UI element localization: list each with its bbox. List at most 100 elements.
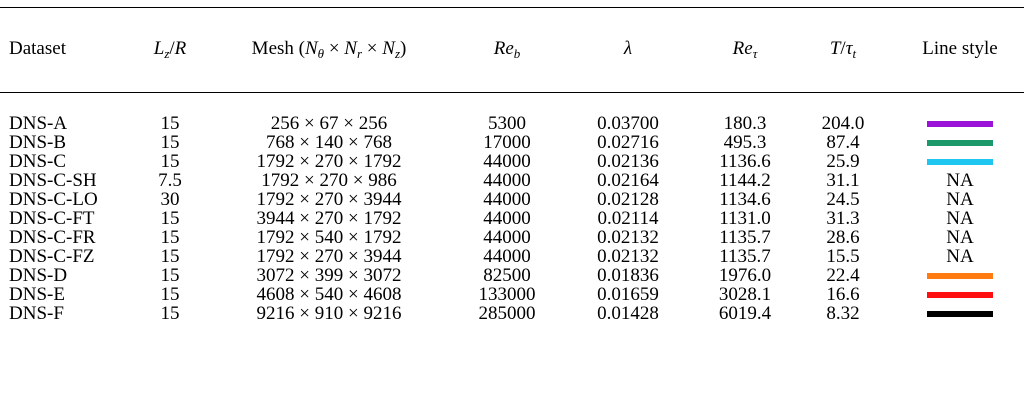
header-re-b: Reb bbox=[493, 37, 521, 61]
cell-re-b: 44000 bbox=[483, 170, 531, 191]
cell-re-tau: 3028.1 bbox=[718, 284, 772, 305]
table-row: DNS-C 15 1792 × 270 × 1792 44000 0.02136 1136… bbox=[0, 152, 1024, 171]
cell-lambda: 0.02716 bbox=[597, 132, 659, 153]
cell-t-tau: 24.5 bbox=[826, 189, 860, 210]
header-line-style: Line style bbox=[922, 37, 998, 59]
cell-lambda: 0.02136 bbox=[597, 151, 659, 172]
cell-line-style bbox=[887, 152, 1024, 171]
cell-re-b: 44000 bbox=[483, 151, 531, 172]
cell-re-tau: 1976.0 bbox=[718, 265, 772, 286]
cell-t-tau: 15.5 bbox=[826, 246, 860, 267]
cell-mesh: 1792 × 540 × 1792 bbox=[256, 227, 402, 248]
cell-re-tau: 495.3 bbox=[723, 132, 767, 153]
table-row: DNS-C-LO 30 1792 × 270 × 3944 44000 0.02128 1… bbox=[0, 190, 1024, 209]
line-style-na: NA bbox=[946, 170, 974, 191]
cell-mesh: 1792 × 270 × 3944 bbox=[256, 246, 402, 267]
cell-re-tau: 1136.6 bbox=[719, 151, 771, 172]
cell-lambda: 0.02132 bbox=[597, 227, 659, 248]
line-style-na: NA bbox=[946, 227, 974, 248]
cell-lz-r: 15 bbox=[160, 132, 180, 153]
cell-re-tau: 180.3 bbox=[723, 113, 767, 134]
cell-re-b: 5300 bbox=[488, 113, 526, 134]
cell-re-tau: 6019.4 bbox=[718, 303, 772, 324]
line-style-swatch bbox=[927, 120, 993, 127]
cell-line-style: NA bbox=[887, 209, 1024, 228]
cell-mesh: 1792 × 270 × 3944 bbox=[256, 189, 402, 210]
cell-lambda: 0.02164 bbox=[597, 170, 659, 191]
cell-t-tau: 25.9 bbox=[826, 151, 860, 172]
line-style-na: NA bbox=[946, 246, 974, 267]
cell-mesh: 1792 × 270 × 986 bbox=[261, 170, 397, 191]
table-top-rule bbox=[0, 7, 1024, 8]
cell-t-tau: 16.6 bbox=[826, 284, 860, 305]
cell-lambda: 0.03700 bbox=[597, 113, 659, 134]
header-t-tau: T/τt bbox=[829, 37, 857, 61]
cell-t-tau: 31.3 bbox=[826, 208, 860, 229]
line-style-swatch bbox=[927, 310, 993, 317]
cell-t-tau: 8.32 bbox=[826, 303, 860, 324]
line-style-na: NA bbox=[946, 208, 974, 229]
cell-line-style: NA bbox=[887, 247, 1024, 266]
cell-re-b: 44000 bbox=[483, 189, 531, 210]
cell-dataset: DNS-C-FZ bbox=[9, 246, 95, 267]
cell-line-style: NA bbox=[887, 171, 1024, 190]
table-row: DNS-E 15 4608 × 540 × 4608 133000 0.01659 302… bbox=[0, 285, 1024, 304]
cell-dataset: DNS-C bbox=[9, 151, 67, 172]
cell-re-tau: 1134.6 bbox=[719, 189, 771, 210]
header-dataset: Dataset bbox=[9, 37, 66, 59]
table-row: DNS-C-SH 7.5 1792 × 270 × 986 44000 0.02164 1… bbox=[0, 171, 1024, 190]
cell-lz-r: 15 bbox=[160, 303, 180, 324]
header-lambda: λ bbox=[623, 37, 633, 59]
cell-lambda: 0.02132 bbox=[597, 246, 659, 267]
cell-re-tau: 1131.0 bbox=[719, 208, 771, 229]
cell-lambda: 0.01428 bbox=[597, 303, 659, 324]
cell-mesh: 4608 × 540 × 4608 bbox=[256, 284, 402, 305]
cell-re-b: 133000 bbox=[478, 284, 536, 305]
cell-dataset: DNS-F bbox=[9, 303, 64, 324]
cell-mesh: 3072 × 399 × 3072 bbox=[256, 265, 402, 286]
cell-dataset: DNS-A bbox=[9, 113, 68, 134]
cell-lambda: 0.01659 bbox=[597, 284, 659, 305]
cell-dataset: DNS-C-FR bbox=[9, 227, 96, 248]
cell-line-style bbox=[887, 285, 1024, 304]
cell-dataset: DNS-B bbox=[9, 132, 67, 153]
table-row: DNS-A 15 256 × 67 × 256 5300 0.03700 180.3 204… bbox=[0, 94, 1024, 133]
cell-dataset: DNS-C-FT bbox=[9, 208, 95, 229]
line-style-swatch bbox=[927, 158, 993, 165]
cell-line-style bbox=[887, 266, 1024, 285]
table-row: DNS-F 15 9216 × 910 × 9216 285000 0.01428 601… bbox=[0, 304, 1024, 323]
dns-datasets-table: Dataset Lz/R Mesh (Nθ × Nr × Nz) Reb λ R… bbox=[0, 37, 1024, 324]
line-style-na: NA bbox=[946, 189, 974, 210]
header-lz-r: Lz/R bbox=[153, 37, 187, 61]
cell-lz-r: 15 bbox=[160, 284, 180, 305]
cell-lambda: 0.02128 bbox=[597, 189, 659, 210]
cell-line-style bbox=[887, 94, 1024, 133]
cell-mesh: 1792 × 270 × 1792 bbox=[256, 151, 402, 172]
table-row: DNS-D 15 3072 × 399 × 3072 82500 0.01836 1976… bbox=[0, 266, 1024, 285]
cell-line-style bbox=[887, 304, 1024, 323]
cell-lz-r: 15 bbox=[160, 151, 180, 172]
cell-mesh: 768 × 140 × 768 bbox=[266, 132, 392, 153]
table-header-rule bbox=[0, 92, 1024, 93]
cell-mesh: 3944 × 270 × 1792 bbox=[256, 208, 402, 229]
cell-re-tau: 1135.7 bbox=[719, 227, 771, 248]
cell-lz-r: 15 bbox=[160, 246, 180, 267]
cell-dataset: DNS-C-LO bbox=[9, 189, 98, 210]
cell-lambda: 0.02114 bbox=[597, 208, 659, 229]
cell-mesh: 256 × 67 × 256 bbox=[270, 113, 388, 134]
cell-line-style bbox=[887, 133, 1024, 152]
cell-lz-r: 15 bbox=[160, 227, 180, 248]
cell-lambda: 0.01836 bbox=[597, 265, 659, 286]
cell-dataset: DNS-C-SH bbox=[9, 170, 97, 191]
cell-lz-r: 15 bbox=[160, 208, 180, 229]
cell-lz-r: 15 bbox=[160, 113, 180, 134]
line-style-swatch bbox=[927, 272, 993, 279]
cell-lz-r: 15 bbox=[160, 265, 180, 286]
cell-re-b: 17000 bbox=[483, 132, 531, 153]
cell-dataset: DNS-E bbox=[9, 284, 65, 305]
cell-re-b: 44000 bbox=[483, 208, 531, 229]
cell-re-b: 44000 bbox=[483, 227, 531, 248]
header-re-tau: Reτ bbox=[732, 37, 758, 61]
header-mesh: Mesh (Nθ × Nr × Nz) bbox=[251, 37, 407, 61]
cell-mesh: 9216 × 910 × 9216 bbox=[256, 303, 402, 324]
